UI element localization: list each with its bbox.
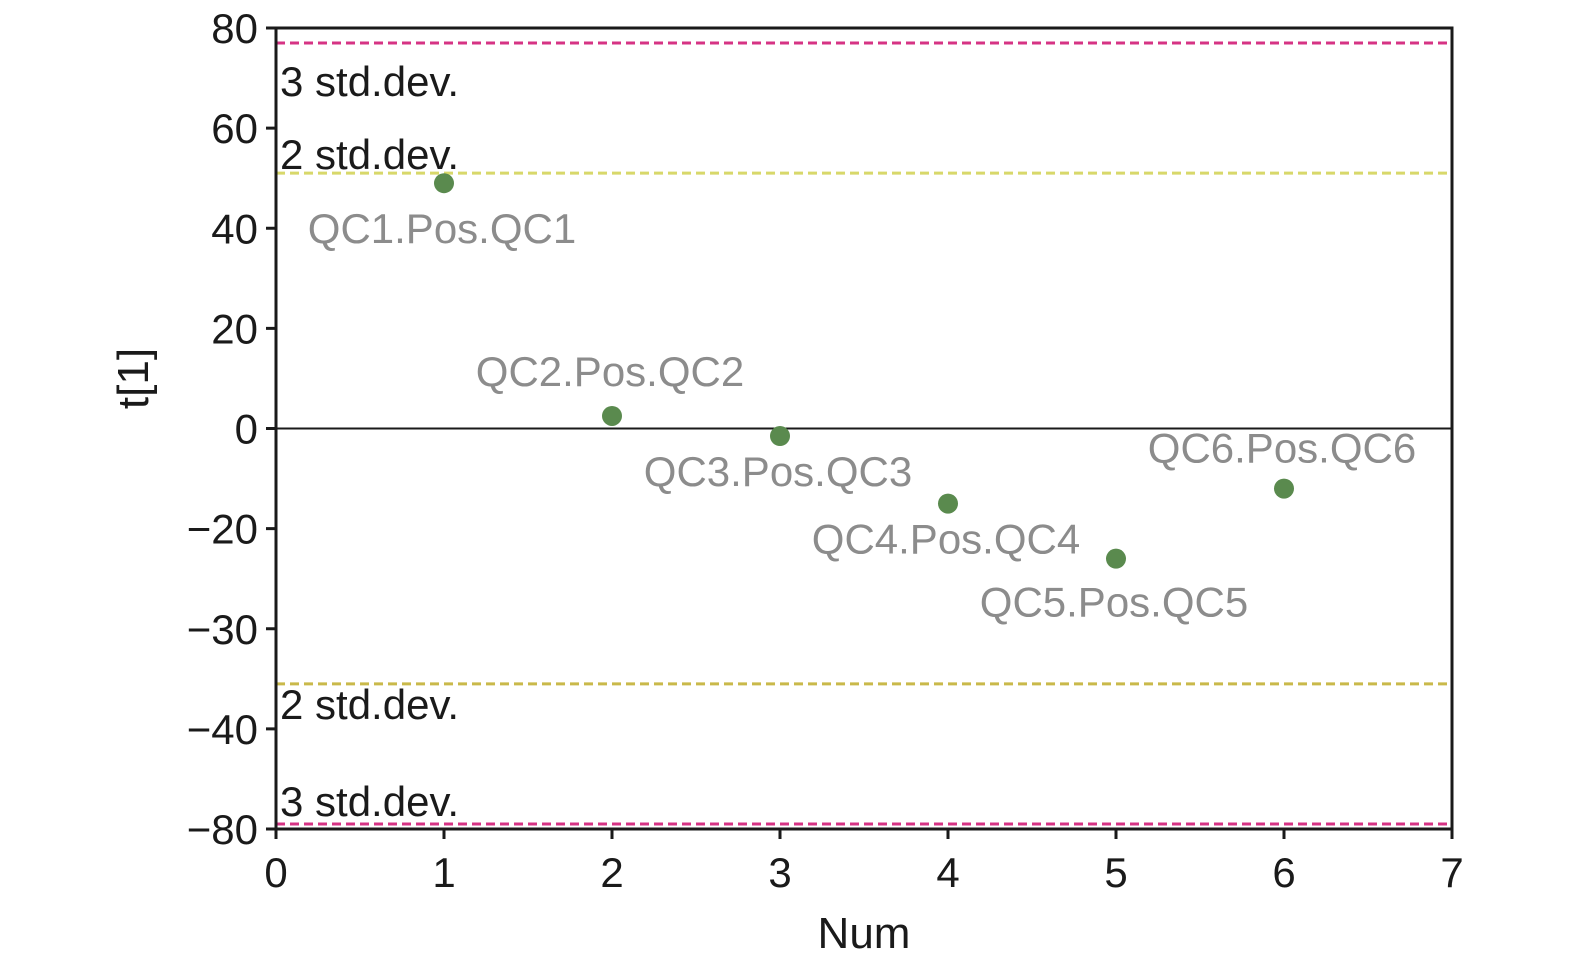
x-tick-label: 6 bbox=[1272, 849, 1295, 896]
data-point bbox=[434, 173, 454, 194]
y-axis: 80 60 40 20 0 −20 −30 −40 −80 bbox=[187, 5, 276, 853]
y-tick-label: −20 bbox=[187, 506, 258, 553]
reference-line-label: 3 std.dev. bbox=[280, 58, 459, 105]
x-tick-label: 0 bbox=[264, 849, 287, 896]
data-point-label: QC1.Pos.QC1 bbox=[308, 205, 576, 252]
x-tick-label: 1 bbox=[432, 849, 455, 896]
reference-lines: 3 std.dev. 2 std.dev. 2 std.dev. 3 std.dev. bbox=[276, 41, 1452, 826]
y-axis-label: t[1] bbox=[109, 348, 158, 409]
data-point-label: QC4.Pos.QC4 bbox=[812, 516, 1080, 563]
data-point bbox=[1106, 548, 1126, 569]
y-tick-label: 20 bbox=[211, 305, 258, 352]
data-point bbox=[770, 426, 790, 447]
x-tick-label: 3 bbox=[768, 849, 791, 896]
x-tick-label: 5 bbox=[1104, 849, 1127, 896]
y-tick-label: 80 bbox=[211, 5, 258, 52]
y-tick-label: −30 bbox=[187, 606, 258, 653]
y-tick-label: 60 bbox=[211, 105, 258, 152]
data-point-label: QC5.Pos.QC5 bbox=[980, 579, 1248, 626]
x-axis-label: Num bbox=[818, 909, 911, 958]
data-point bbox=[1274, 478, 1294, 499]
y-tick-label: −40 bbox=[187, 706, 258, 753]
data-point-label: QC3.Pos.QC3 bbox=[644, 448, 912, 495]
reference-line-label: 2 std.dev. bbox=[280, 681, 459, 728]
data-point-label: QC6.Pos.QC6 bbox=[1148, 425, 1416, 472]
x-tick-label: 4 bbox=[936, 849, 959, 896]
y-tick-label: 0 bbox=[235, 406, 258, 453]
data-point-label: QC2.Pos.QC2 bbox=[476, 348, 744, 395]
y-tick-label: 40 bbox=[211, 205, 258, 252]
x-axis: 0 1 2 3 4 5 6 7 bbox=[264, 829, 1464, 896]
x-tick-label: 7 bbox=[1440, 849, 1463, 896]
data-points: QC1.Pos.QC1 QC2.Pos.QC2 QC3.Pos.QC3 QC4.Pos… bbox=[308, 173, 1416, 626]
data-point bbox=[938, 493, 958, 514]
y-tick-label: −80 bbox=[187, 806, 258, 853]
data-point bbox=[602, 405, 622, 426]
reference-line-label: 2 std.dev. bbox=[280, 131, 459, 178]
x-tick-label: 2 bbox=[600, 849, 623, 896]
reference-line-label: 3 std.dev. bbox=[280, 778, 459, 825]
